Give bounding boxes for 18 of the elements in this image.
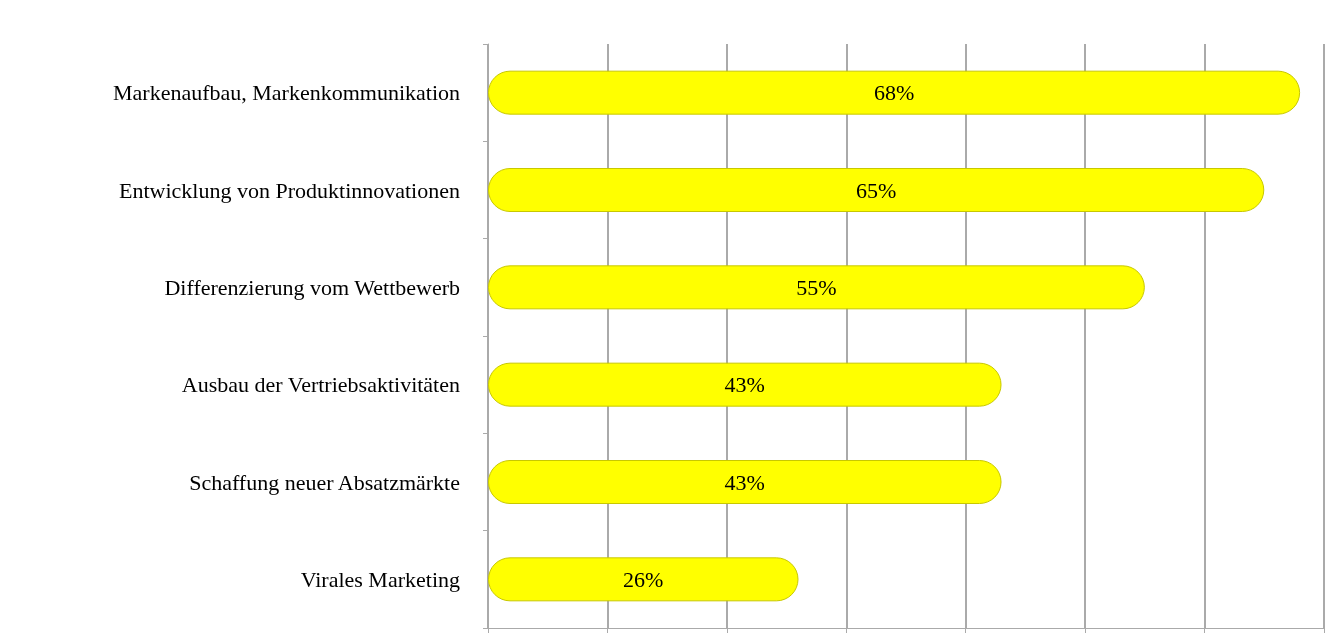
data-label: 68% bbox=[873, 80, 915, 106]
data-label: 43% bbox=[724, 469, 765, 495]
data-label: 65% bbox=[855, 177, 897, 203]
y-tick-label: Ausbau der Vertriebsaktivitäten bbox=[181, 372, 460, 398]
data-label: 43% bbox=[724, 372, 765, 398]
y-tick-label: Differenzierung vom Wettbewerb bbox=[164, 274, 460, 300]
bar bbox=[488, 265, 1145, 310]
data-label: 55% bbox=[796, 274, 837, 300]
bar bbox=[488, 168, 1265, 212]
y-tick-label: Virales Marketing bbox=[300, 566, 460, 592]
y-tick-label: Schaffung neuer Absatzmärkte bbox=[189, 469, 460, 495]
bar bbox=[488, 460, 1002, 504]
bar bbox=[488, 362, 1002, 407]
y-tick-label: Markenaufbau, Markenkommunikation bbox=[112, 80, 460, 106]
bar bbox=[488, 70, 1301, 115]
data-label: 26% bbox=[623, 566, 664, 592]
y-tick-label: Entwicklung von Produktinnovationen bbox=[119, 177, 460, 203]
bar bbox=[488, 557, 799, 602]
